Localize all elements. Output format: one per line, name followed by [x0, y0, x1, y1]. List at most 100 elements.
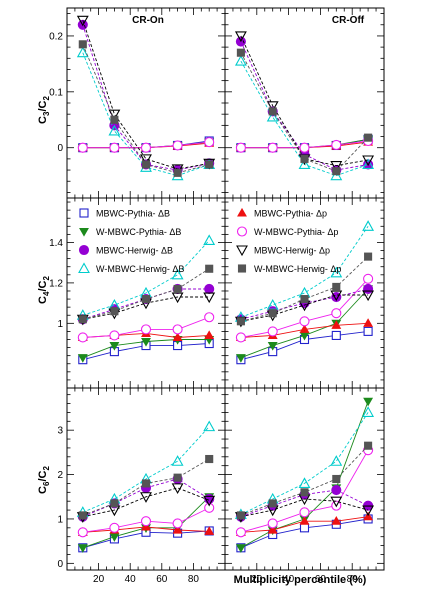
data-point	[362, 220, 375, 231]
x-tick-label: 80	[188, 574, 200, 585]
y-tick-label: 0.2	[49, 31, 63, 42]
data-point	[299, 316, 310, 327]
data-point	[331, 308, 342, 319]
legend-entry: W-MBWC-Pythia- ΔB	[79, 227, 181, 237]
data-point	[235, 142, 246, 153]
ylabel-c4-c2-main: C	[37, 296, 49, 304]
data-point	[109, 330, 120, 341]
legend-marker	[78, 262, 90, 274]
series-line	[240, 412, 369, 515]
ylabel-c6-c2-sub1: 6	[42, 481, 51, 486]
data-point	[141, 295, 151, 304]
legend-marker	[236, 226, 248, 237]
data-point	[171, 292, 184, 304]
panel-r3-c2: 20 40 60 80	[224, 387, 385, 585]
y-tick-label: 1	[57, 319, 63, 330]
data-point	[235, 332, 246, 343]
data-point	[266, 110, 279, 122]
data-point	[267, 524, 278, 534]
panel-r3-c1: 0 1 2 3 20 40 60 80	[57, 387, 226, 585]
data-point	[234, 54, 247, 66]
data-point	[331, 330, 341, 340]
panel-r2-c2	[224, 197, 385, 389]
data-point	[331, 320, 342, 329]
data-point	[110, 499, 119, 508]
data-point	[331, 516, 342, 525]
ylabel-c3-c2-main2: C	[37, 100, 49, 108]
data-point	[300, 295, 309, 304]
data-point	[363, 326, 373, 336]
data-point	[236, 48, 245, 57]
series-line	[82, 426, 210, 513]
data-point	[140, 492, 152, 503]
data-point	[363, 318, 374, 327]
y-tick-label: 1.2	[49, 278, 63, 289]
data-point	[204, 526, 215, 535]
data-point	[204, 330, 215, 339]
data-point	[77, 527, 88, 538]
data-point	[236, 511, 245, 520]
legend-marker	[237, 264, 247, 273]
data-point	[141, 521, 151, 531]
data-point	[140, 516, 152, 527]
series-s8	[236, 48, 373, 176]
column-title-cr-off: CR-Off	[332, 15, 365, 26]
series-line	[240, 35, 369, 167]
panel-r1-c1: 0 0.1 0.2	[49, 7, 226, 199]
data-point	[172, 524, 183, 534]
data-point	[236, 317, 245, 326]
x-tick-label: 60	[156, 574, 168, 585]
series-s6	[77, 137, 215, 153]
ylabel-c4-c2-sub2: 2	[42, 276, 51, 281]
data-point	[109, 342, 120, 351]
data-point	[362, 406, 375, 417]
x-tick-label: 40	[125, 574, 137, 585]
series-line	[82, 20, 210, 170]
data-point	[141, 479, 151, 488]
data-point	[364, 133, 373, 142]
series-line	[240, 226, 369, 318]
data-point	[267, 326, 278, 337]
series-s8	[78, 264, 214, 324]
ylabel-c6-c2-sub2: 2	[42, 466, 51, 471]
ylabel-c6-c2-main2: C	[37, 470, 49, 478]
series-s8	[78, 454, 214, 520]
data-point	[364, 252, 373, 261]
series-s6	[77, 312, 215, 343]
y-tick-label: 0.1	[49, 87, 63, 98]
legend-label: W-MBWC-Herwig- Δp	[254, 264, 341, 274]
data-point	[141, 337, 151, 347]
data-point	[234, 31, 247, 43]
series-s8	[236, 252, 373, 326]
x-tick-label: 40	[283, 574, 295, 585]
series-s6	[235, 273, 374, 343]
legend-label: MBWC-Herwig- Δp	[254, 246, 330, 256]
data-point	[300, 488, 309, 497]
data-point	[77, 142, 88, 153]
data-point	[203, 495, 216, 507]
legend-label: W-MBWC-Pythia- Δp	[254, 227, 338, 237]
data-point	[331, 485, 342, 496]
data-point	[331, 139, 342, 150]
data-point	[299, 324, 310, 333]
series-line	[82, 487, 210, 518]
data-point	[76, 15, 89, 27]
data-point	[172, 518, 183, 529]
data-point	[110, 307, 119, 316]
panels-group: 0 0.1 0.2 1 1.2 1.4 0 1 2 3 20 40 60 80 20 40 60 80	[49, 7, 385, 585]
data-point	[78, 511, 87, 520]
ylabel-c3-c2-sub1: 3	[42, 111, 51, 116]
ylabel-c4-c2: C4/C2	[37, 276, 51, 304]
data-point	[110, 115, 119, 124]
legend: MBWC-Pythia- ΔB W-MBWC-Pythia- ΔB MBWC-Her…	[78, 207, 341, 274]
series-s8	[78, 40, 214, 177]
legend-marker	[237, 207, 247, 217]
series-line	[82, 240, 210, 316]
series-s6	[77, 502, 215, 538]
data-point	[204, 312, 215, 323]
ylabel-c3-c2-slash: /	[37, 108, 49, 111]
data-point	[171, 455, 184, 466]
data-point	[140, 142, 152, 153]
data-point	[204, 137, 215, 148]
data-point	[330, 266, 343, 278]
